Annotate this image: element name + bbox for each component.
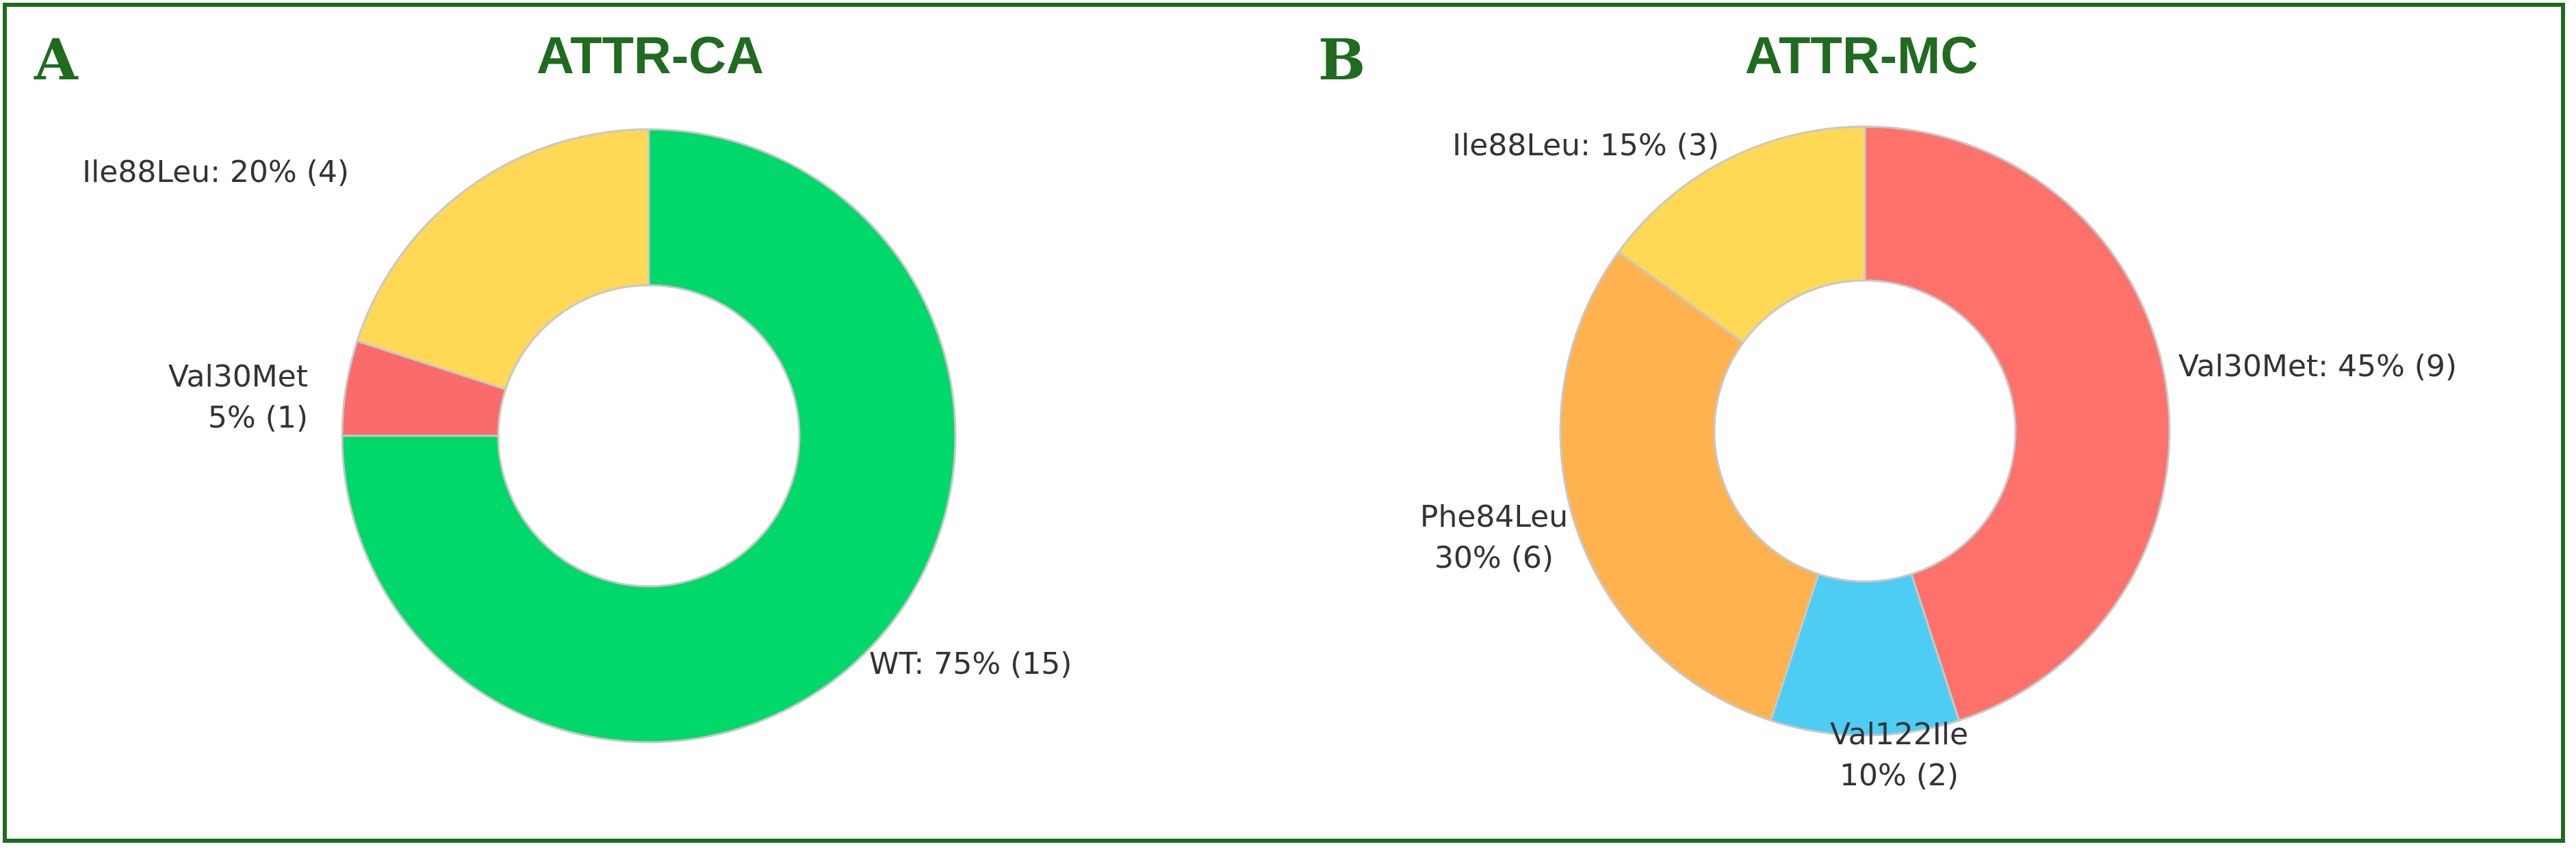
slice-ile88leu: [356, 128, 650, 391]
slice-phe84leu: [1559, 250, 1820, 722]
slice-wt: [341, 128, 957, 744]
slice-val30met: [1864, 125, 2171, 722]
data-label-wt: WT: 75% (15): [869, 646, 1072, 681]
panel-a-title: ATTR-CA: [536, 27, 764, 85]
data-label-ile88leu: Ile88Leu: 15% (3): [1452, 128, 1719, 163]
panel-b-letter: B: [1318, 27, 1366, 93]
data-label-val122ile: Val122Ile 10% (2): [1830, 717, 1968, 793]
data-label-phe84leu: Phe84Leu 30% (6): [1420, 499, 1568, 575]
panel-a-letter: A: [34, 27, 78, 93]
data-label-val30met: Val30Met 5% (1): [168, 359, 308, 435]
data-label-val30met: Val30Met: 45% (9): [2178, 349, 2457, 384]
data-label-ile88leu: Ile88Leu: 20% (4): [82, 155, 349, 189]
slice-ile88leu: [1617, 125, 1866, 344]
panel-b-title: ATTR-MC: [1744, 27, 1979, 85]
